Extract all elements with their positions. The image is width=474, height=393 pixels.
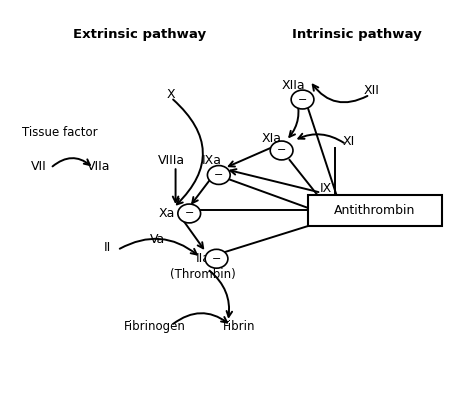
Text: VIIIa: VIIIa (157, 154, 184, 167)
Text: II: II (104, 241, 111, 254)
Text: X: X (167, 88, 175, 101)
Text: −: − (277, 145, 286, 156)
Text: (Thrombin): (Thrombin) (170, 268, 236, 281)
Text: XII: XII (363, 84, 379, 97)
Circle shape (270, 141, 293, 160)
Text: Fibrin: Fibrin (223, 320, 255, 333)
Text: Va: Va (150, 233, 165, 246)
Text: Extrinsic pathway: Extrinsic pathway (73, 28, 206, 41)
Text: −: − (184, 208, 194, 219)
Text: IXa: IXa (202, 154, 222, 167)
Text: XI: XI (342, 135, 355, 148)
Text: IX: IX (319, 182, 332, 195)
Text: Intrinsic pathway: Intrinsic pathway (292, 28, 421, 41)
Circle shape (205, 249, 228, 268)
FancyBboxPatch shape (308, 195, 442, 226)
Text: −: − (212, 254, 221, 264)
Circle shape (178, 204, 201, 223)
Circle shape (291, 90, 314, 109)
Text: VII: VII (31, 160, 47, 173)
Text: −: − (214, 170, 223, 180)
Text: VIIa: VIIa (86, 160, 110, 173)
Text: XIa: XIa (261, 132, 281, 145)
Text: Antithrombin: Antithrombin (334, 204, 415, 217)
Text: Tissue factor: Tissue factor (22, 126, 97, 139)
Text: IIa: IIa (195, 252, 210, 265)
Text: XIIa: XIIa (282, 79, 306, 92)
Circle shape (208, 165, 230, 184)
Text: Xa: Xa (158, 207, 174, 220)
Text: Fibrinogen: Fibrinogen (124, 320, 186, 333)
Text: −: − (298, 95, 307, 105)
